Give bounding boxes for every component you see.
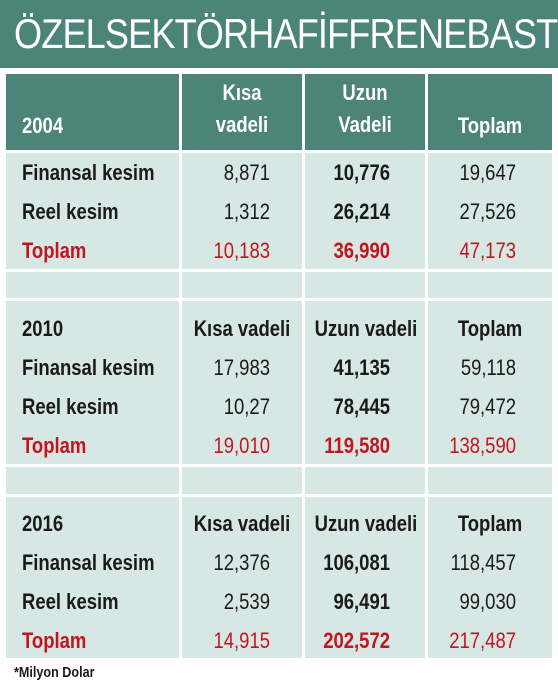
header-total: Toplam: [457, 113, 523, 138]
cell-short-total: 10,183: [213, 238, 270, 263]
separator-header: [6, 150, 552, 153]
header-total: Toplam: [457, 511, 523, 536]
header-long: Uzun vadeli: [314, 511, 418, 536]
cell-long-total: 119,580: [324, 433, 390, 458]
cell-total-total: 47,173: [459, 238, 516, 263]
footnote: *Milyon Dolar: [14, 664, 95, 681]
row-label-toplam: Toplam: [22, 433, 87, 458]
row-label-finansal: Finansal kesim: [22, 550, 155, 575]
cell-long-total: 202,572: [323, 628, 390, 653]
cell-total: 59,118: [460, 355, 516, 380]
year-2010: 2010: [22, 316, 64, 341]
separator-gap2: [6, 494, 552, 497]
row-label-reel: Reel kesim: [22, 589, 119, 614]
cell-long: 41,135: [333, 355, 390, 380]
cell-long-total: 36,990: [333, 238, 390, 263]
cell-total: 19,647: [459, 160, 516, 185]
cell-total: 27,526: [459, 199, 516, 224]
year-2004: 2004: [22, 113, 64, 138]
row-label-toplam: Toplam: [22, 238, 87, 263]
row-label-reel: Reel kesim: [22, 394, 119, 419]
cell-total: 118,457: [450, 550, 516, 575]
header-long: Uzun vadeli: [314, 316, 418, 341]
table-panel: [6, 74, 552, 658]
column-divider-1: [179, 74, 182, 658]
separator-gap1: [6, 298, 552, 301]
separator-block1: [6, 269, 552, 272]
cell-long: 96,491: [333, 589, 390, 614]
cell-short: 8,871: [223, 160, 270, 185]
header-long-line2: Vadeli: [338, 112, 392, 137]
header-short: Kısa vadeli: [193, 511, 291, 536]
cell-long: 106,081: [323, 550, 390, 575]
cell-short: 12,376: [213, 550, 270, 575]
cell-short: 10,27: [223, 394, 270, 419]
cell-long: 10,776: [333, 160, 390, 185]
row-label-finansal: Finansal kesim: [22, 355, 155, 380]
cell-total-total: 217,487: [449, 628, 516, 653]
cell-short: 1,312: [223, 199, 270, 224]
cell-short: 17,983: [213, 355, 270, 380]
page-title: ÖZELSEKTÖRHAFİFFRENEBASTI: [14, 10, 558, 57]
header-short: Kısa vadeli: [193, 316, 291, 341]
cell-short-total: 19,010: [213, 433, 270, 458]
separator-block2: [6, 464, 552, 467]
header-total: Toplam: [457, 316, 523, 341]
title-banner: ÖZELSEKTÖRHAFİFFRENEBASTI: [0, 0, 558, 68]
column-divider-2: [302, 74, 305, 658]
header-short-line1: Kısa: [222, 80, 262, 105]
cell-long: 26,214: [333, 199, 390, 224]
row-label-finansal: Finansal kesim: [22, 160, 155, 185]
cell-total-total: 138,590: [449, 433, 516, 458]
cell-long: 78,445: [333, 394, 390, 419]
cell-total: 79,472: [459, 394, 516, 419]
header-long-line1: Uzun: [342, 80, 388, 105]
cell-total: 99,030: [459, 589, 516, 614]
column-divider-3: [425, 74, 428, 658]
cell-short: 2,539: [223, 589, 270, 614]
row-label-reel: Reel kesim: [22, 199, 119, 224]
table-header-2004: [6, 74, 552, 150]
year-2016: 2016: [22, 511, 64, 536]
row-label-toplam: Toplam: [22, 628, 87, 653]
cell-short-total: 14,915: [213, 628, 270, 653]
header-short-line2: vadeli: [215, 112, 269, 137]
